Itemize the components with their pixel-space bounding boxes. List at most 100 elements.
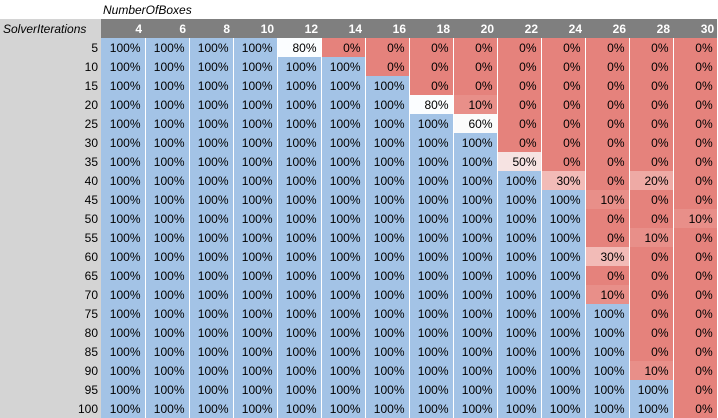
table-cell[interactable]: 100%	[189, 114, 233, 133]
table-cell[interactable]: 100%	[277, 266, 321, 285]
table-cell[interactable]: 100%	[101, 342, 145, 361]
table-cell[interactable]: 0%	[629, 152, 673, 171]
table-cell[interactable]: 0%	[629, 266, 673, 285]
table-cell[interactable]: 100%	[189, 285, 233, 304]
table-cell[interactable]: 100%	[233, 190, 277, 209]
table-cell[interactable]: 0%	[673, 323, 718, 342]
table-cell[interactable]: 100%	[321, 171, 365, 190]
table-cell[interactable]: 20%	[629, 171, 673, 190]
table-cell[interactable]: 100%	[145, 247, 189, 266]
table-cell[interactable]: 0%	[541, 95, 585, 114]
table-cell[interactable]: 100%	[321, 342, 365, 361]
table-cell[interactable]: 100%	[365, 266, 409, 285]
table-cell[interactable]: 100%	[189, 190, 233, 209]
table-cell[interactable]: 100%	[101, 228, 145, 247]
table-cell[interactable]: 100%	[365, 380, 409, 399]
column-header[interactable]: 10	[233, 19, 277, 38]
table-cell[interactable]: 100%	[101, 38, 145, 57]
table-cell[interactable]: 0%	[585, 209, 629, 228]
table-cell[interactable]: 100%	[453, 266, 497, 285]
table-cell[interactable]: 100%	[497, 209, 541, 228]
table-cell[interactable]: 100%	[189, 342, 233, 361]
table-cell[interactable]: 0%	[673, 171, 718, 190]
table-cell[interactable]: 100%	[409, 361, 453, 380]
table-cell[interactable]: 0%	[673, 228, 718, 247]
table-cell[interactable]: 100%	[189, 133, 233, 152]
table-cell[interactable]: 100%	[277, 209, 321, 228]
table-cell[interactable]: 100%	[277, 133, 321, 152]
table-cell[interactable]: 0%	[673, 304, 718, 323]
table-cell[interactable]: 100%	[497, 266, 541, 285]
table-cell[interactable]: 100%	[585, 304, 629, 323]
table-cell[interactable]: 0%	[497, 57, 541, 76]
table-cell[interactable]: 100%	[145, 190, 189, 209]
table-cell[interactable]: 100%	[585, 361, 629, 380]
table-cell[interactable]: 80%	[409, 95, 453, 114]
table-cell[interactable]: 100%	[233, 171, 277, 190]
table-cell[interactable]: 100%	[365, 285, 409, 304]
table-cell[interactable]: 100%	[453, 342, 497, 361]
table-cell[interactable]: 0%	[585, 228, 629, 247]
table-cell[interactable]: 100%	[189, 323, 233, 342]
table-cell[interactable]: 100%	[321, 76, 365, 95]
table-cell[interactable]: 100%	[321, 323, 365, 342]
table-cell[interactable]: 100%	[497, 380, 541, 399]
table-cell[interactable]: 100%	[321, 380, 365, 399]
table-cell[interactable]: 100%	[145, 38, 189, 57]
table-cell[interactable]: 100%	[409, 285, 453, 304]
table-cell[interactable]: 100%	[453, 304, 497, 323]
table-cell[interactable]: 50%	[497, 152, 541, 171]
table-cell[interactable]: 100%	[541, 190, 585, 209]
table-cell[interactable]: 100%	[101, 57, 145, 76]
table-cell[interactable]: 100%	[321, 285, 365, 304]
table-cell[interactable]: 100%	[453, 133, 497, 152]
table-cell[interactable]: 100%	[233, 38, 277, 57]
table-cell[interactable]: 60%	[453, 114, 497, 133]
table-cell[interactable]: 100%	[541, 380, 585, 399]
column-header[interactable]: 14	[321, 19, 365, 38]
table-cell[interactable]: 0%	[673, 38, 718, 57]
table-cell[interactable]: 100%	[277, 285, 321, 304]
table-cell[interactable]: 100%	[497, 361, 541, 380]
table-cell[interactable]: 100%	[321, 247, 365, 266]
table-cell[interactable]: 100%	[497, 285, 541, 304]
table-cell[interactable]: 100%	[365, 399, 409, 418]
table-cell[interactable]: 100%	[453, 190, 497, 209]
table-cell[interactable]: 100%	[145, 285, 189, 304]
row-header[interactable]: 70	[0, 285, 101, 304]
table-cell[interactable]: 0%	[453, 76, 497, 95]
table-cell[interactable]: 0%	[585, 171, 629, 190]
table-cell[interactable]: 0%	[673, 190, 718, 209]
table-cell[interactable]: 100%	[541, 304, 585, 323]
table-cell[interactable]: 100%	[233, 266, 277, 285]
table-cell[interactable]: 100%	[409, 247, 453, 266]
table-cell[interactable]: 100%	[409, 209, 453, 228]
table-cell[interactable]: 0%	[409, 76, 453, 95]
row-header[interactable]: 50	[0, 209, 101, 228]
table-cell[interactable]: 0%	[365, 38, 409, 57]
column-header[interactable]: 16	[365, 19, 409, 38]
table-cell[interactable]: 100%	[453, 209, 497, 228]
table-cell[interactable]: 100%	[189, 247, 233, 266]
table-cell[interactable]: 10%	[585, 285, 629, 304]
table-cell[interactable]: 100%	[145, 133, 189, 152]
table-cell[interactable]: 100%	[497, 342, 541, 361]
table-cell[interactable]: 100%	[585, 399, 629, 418]
table-cell[interactable]: 100%	[453, 285, 497, 304]
table-cell[interactable]: 100%	[145, 380, 189, 399]
table-cell[interactable]: 100%	[101, 247, 145, 266]
table-cell[interactable]: 100%	[101, 361, 145, 380]
table-cell[interactable]: 100%	[101, 209, 145, 228]
table-cell[interactable]: 0%	[629, 190, 673, 209]
table-cell[interactable]: 100%	[145, 342, 189, 361]
table-cell[interactable]: 100%	[233, 285, 277, 304]
table-cell[interactable]: 0%	[585, 114, 629, 133]
table-cell[interactable]: 0%	[629, 247, 673, 266]
table-cell[interactable]: 0%	[497, 114, 541, 133]
table-cell[interactable]: 100%	[365, 76, 409, 95]
table-cell[interactable]: 100%	[101, 399, 145, 418]
table-cell[interactable]: 100%	[321, 133, 365, 152]
table-cell[interactable]: 100%	[189, 266, 233, 285]
row-header[interactable]: 65	[0, 266, 101, 285]
table-cell[interactable]: 100%	[453, 171, 497, 190]
